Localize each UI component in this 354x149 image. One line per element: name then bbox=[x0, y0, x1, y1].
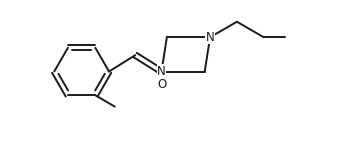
Text: N: N bbox=[206, 31, 215, 44]
Text: N: N bbox=[157, 65, 166, 78]
Text: O: O bbox=[157, 78, 166, 91]
